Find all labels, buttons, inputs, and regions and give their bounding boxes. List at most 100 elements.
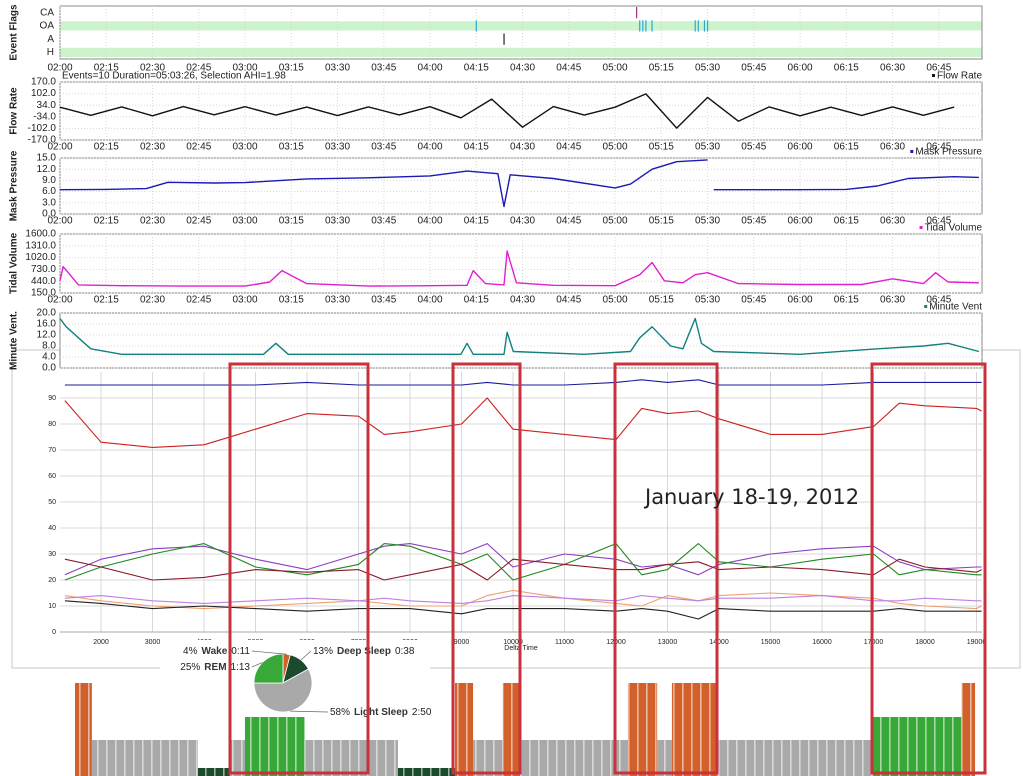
y-tick-label: 20 (48, 577, 56, 584)
y-tick-label: -34.0 (33, 111, 56, 122)
x-tick-label: 06:30 (880, 295, 905, 306)
pie-label: 58% Light Sleep 2:50 (330, 707, 432, 718)
x-tick-label: 03:45 (371, 63, 396, 74)
x-tick-label: 06:00 (788, 63, 813, 74)
x-tick-label: 05:30 (695, 142, 720, 153)
x-tick-label: 14000 (709, 639, 729, 646)
x-tick-label: 03:00 (233, 63, 258, 74)
x-tick-label: 04:45 (556, 142, 581, 153)
row-label: H (47, 47, 54, 58)
row-label: CA (40, 7, 54, 18)
leader-line (290, 710, 329, 713)
stage-stripes (627, 683, 658, 776)
stage-stripes (304, 740, 399, 776)
legend-swatch (924, 305, 928, 308)
x-tick-label: 02:15 (94, 216, 119, 227)
y-tick-label: 730.0 (31, 264, 56, 275)
legend-label: Tidal Volume (925, 223, 983, 234)
pie-category: Light Sleep (354, 707, 408, 718)
y-tick-label: 1020.0 (25, 252, 56, 263)
x-tick-label: 3000 (145, 639, 161, 646)
x-tick-label: 04:15 (464, 63, 489, 74)
stage-stripes (229, 740, 245, 776)
x-tick-label: 05:00 (603, 216, 628, 227)
legend-label: Mask Pressure (915, 147, 982, 158)
stage-stripes (657, 740, 672, 776)
stage-stripes (398, 768, 455, 776)
x-tick-label: 03:30 (325, 216, 350, 227)
frame (59, 312, 983, 369)
x-tick-label: 02:45 (186, 142, 211, 153)
y-tick-label: -102.0 (28, 123, 57, 134)
y-tick-label: 6.0 (42, 186, 56, 197)
stage-stripes (75, 683, 92, 776)
series-line (59, 317, 980, 355)
legend-label: Minute Vent (929, 302, 982, 313)
x-tick-label: 05:15 (649, 216, 674, 227)
y-axis-label: Mask Pressure (9, 150, 20, 221)
x-tick-label: 06:45 (926, 63, 951, 74)
x-tick-label: 03:15 (279, 216, 304, 227)
pie-duration: 2:50 (412, 707, 432, 718)
frame (59, 5, 983, 60)
stage-stripes (520, 740, 628, 776)
x-tick-label: 03:30 (325, 142, 350, 153)
x-tick-label: 05:15 (649, 295, 674, 306)
x-tick-label: 05:30 (695, 63, 720, 74)
x-tick-label: 02:30 (140, 63, 165, 74)
y-tick-label: 8.0 (42, 341, 56, 352)
y-tick-label: -170.0 (28, 135, 57, 146)
row-band (60, 21, 982, 31)
stage-stripes (244, 717, 305, 776)
x-tick-label: 03:45 (371, 216, 396, 227)
y-tick-label: 10 (48, 603, 56, 610)
x-tick-label: 13000 (658, 639, 678, 646)
x-tick-label: 02:30 (140, 295, 165, 306)
x-tick-label: 03:30 (325, 63, 350, 74)
x-tick-label: 02:30 (140, 142, 165, 153)
y-tick-label: 1600.0 (25, 229, 56, 240)
x-tick-label: 02:00 (47, 142, 72, 153)
y-tick-label: 20.0 (37, 308, 57, 319)
y-tick-label: 4.0 (42, 352, 56, 363)
x-tick-label: 04:45 (556, 63, 581, 74)
pie-category: Wake (202, 646, 228, 657)
x-tick-label: 06:30 (880, 63, 905, 74)
x-tick-label: 02:00 (47, 295, 72, 306)
x-tick-label: 05:15 (649, 63, 674, 74)
pie-duration: 0:11 (231, 646, 250, 657)
pie-percent: 25% (180, 662, 200, 673)
x-tick-label: 06:15 (834, 295, 859, 306)
x-tick-label: 03:15 (279, 63, 304, 74)
x-tick-label: 06:30 (880, 142, 905, 153)
x-tick-label: 02:15 (94, 142, 119, 153)
x-tick-label: 06:30 (880, 216, 905, 227)
x-tick-label: 05:00 (603, 63, 628, 74)
x-tick-label: 04:15 (464, 295, 489, 306)
y-axis-label: Tidal Volume (9, 232, 20, 294)
y-tick-label: 50 (48, 499, 56, 506)
x-tick-label: 02:45 (186, 63, 211, 74)
x-tick-label: 05:00 (603, 295, 628, 306)
series-line (59, 93, 955, 129)
pie-category: REM (204, 662, 226, 673)
x-tick-label: 02:30 (140, 216, 165, 227)
leader-line (251, 650, 287, 655)
frame (59, 157, 983, 215)
row-label: A (47, 34, 54, 45)
x-tick-label: 04:30 (510, 142, 535, 153)
annotation: January 18-19, 2012 (643, 485, 859, 509)
x-tick-label: 05:00 (603, 142, 628, 153)
x-tick-label: 06:45 (926, 295, 951, 306)
stage-stripes (671, 683, 718, 776)
x-tick-label: 2000 (93, 639, 109, 646)
x-tick-label: 18000 (915, 639, 935, 646)
x-tick-label: 11000 (555, 639, 574, 646)
x-tick-label: 10000 (503, 639, 523, 646)
pie-duration: 0:38 (395, 646, 415, 657)
x-tick-label: 02:45 (186, 216, 211, 227)
y-tick-label: 34.0 (37, 100, 57, 111)
pie-duration: 1:13 (231, 662, 251, 673)
x-tick-label: 05:30 (695, 216, 720, 227)
pie-percent: 4% (183, 646, 198, 657)
